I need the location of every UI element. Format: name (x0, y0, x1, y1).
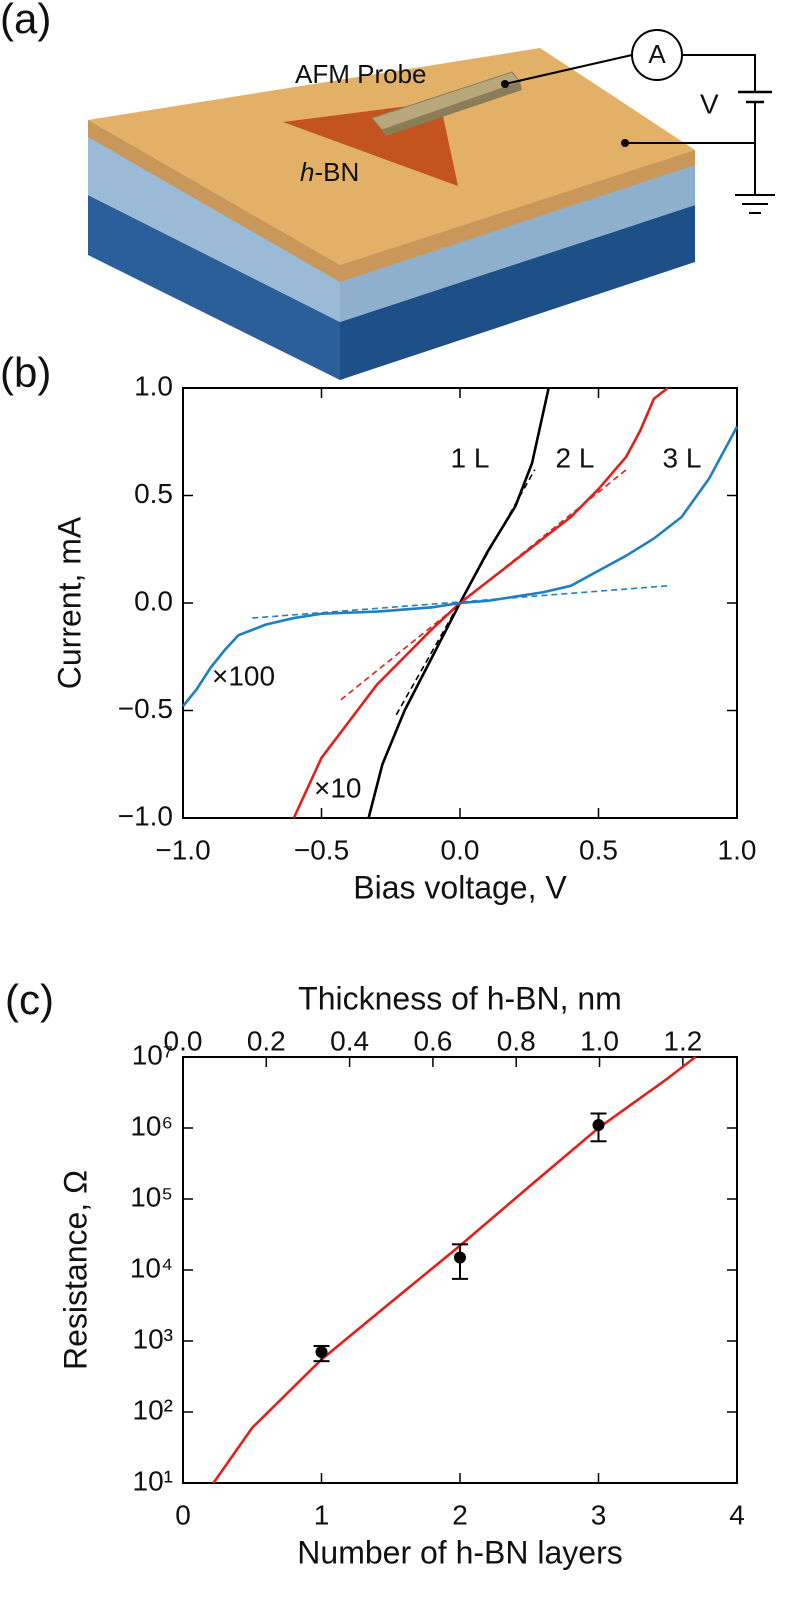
panel-label: (c) (5, 976, 54, 1023)
data-point (592, 1119, 605, 1132)
substrate-front (88, 195, 340, 380)
y-tick-label: 10⁴ (130, 1252, 173, 1283)
y-axis-label: Current, mA (51, 516, 87, 689)
annotation: 1 L (451, 442, 490, 473)
x-tick-label: −1.0 (155, 834, 210, 865)
x2-tick-label: 0.8 (497, 1025, 536, 1056)
y-axis-label: Resistance, Ω (57, 1170, 93, 1370)
x-axis-label: Number of h-BN layers (297, 1534, 622, 1570)
x-tick-label: 4 (729, 1499, 745, 1530)
annotation: ×100 (212, 660, 275, 691)
x2-tick-label: 0.6 (413, 1025, 452, 1056)
fit-line (340, 469, 627, 701)
x2-axis-label: Thickness of h-BN, nm (298, 980, 622, 1016)
voltage-label: V (700, 88, 719, 119)
data-point (315, 1345, 328, 1358)
x-axis-label: Bias voltage, V (353, 869, 567, 905)
ammeter-label: A (648, 39, 666, 69)
flake-label: h-BN (300, 157, 359, 187)
wire (682, 54, 756, 92)
substrate-side (340, 205, 695, 380)
x-tick-label: 3 (591, 1499, 607, 1530)
y-tick-label: 10³ (133, 1323, 173, 1354)
contact-dot (621, 139, 629, 147)
x2-tick-label: 1.0 (580, 1025, 619, 1056)
iv-curve (292, 386, 669, 819)
metal-edge-side (340, 150, 695, 282)
x-tick-label: 0.0 (441, 834, 480, 865)
contact-dot (501, 80, 509, 88)
y-tick-label: −1.0 (118, 800, 173, 831)
data-point (454, 1251, 466, 1264)
annotation: 2 L (556, 442, 595, 473)
panel-label: (a) (0, 0, 51, 42)
x2-tick-label: 0.2 (247, 1025, 286, 1056)
y-tick-label: 10¹ (133, 1465, 173, 1496)
afm-cantilever-edge (382, 82, 522, 136)
probe-label: AFM Probe (295, 59, 427, 89)
y-tick-label: −0.5 (118, 693, 173, 724)
x2-tick-label: 1.2 (663, 1025, 702, 1056)
y-tick-label: 10⁶ (130, 1110, 173, 1141)
metal-edge (88, 120, 340, 282)
wire (504, 54, 633, 85)
flake-label-italic: h (300, 157, 314, 187)
y-tick-label: 10⁷ (132, 1039, 173, 1070)
y-tick-label: 10² (133, 1394, 173, 1425)
device-diagram: (a) AFM Probe h-BN V A (0, 0, 775, 380)
y-tick-label: 10⁵ (130, 1181, 173, 1212)
fit-line (212, 1055, 697, 1484)
x2-tick-label: 0.0 (164, 1025, 203, 1056)
y-tick-label: 1.0 (134, 370, 173, 401)
x-tick-label: 1 (314, 1499, 330, 1530)
y-tick-label: 0.5 (134, 478, 173, 509)
y-tick-label: 0.0 (134, 585, 173, 616)
x-tick-label: 1.0 (718, 834, 757, 865)
x-tick-label: 2 (452, 1499, 468, 1530)
annotation: 3 L (663, 442, 702, 473)
x-tick-label: −0.5 (294, 834, 349, 865)
annotation: ×10 (314, 772, 362, 803)
x-tick-label: 0.5 (579, 834, 618, 865)
flake-label-rest: -BN (314, 157, 359, 187)
x2-tick-label: 0.4 (330, 1025, 369, 1056)
fit-line (395, 469, 536, 716)
panel-label: (b) (0, 349, 51, 396)
x-tick-label: 0 (175, 1499, 191, 1530)
